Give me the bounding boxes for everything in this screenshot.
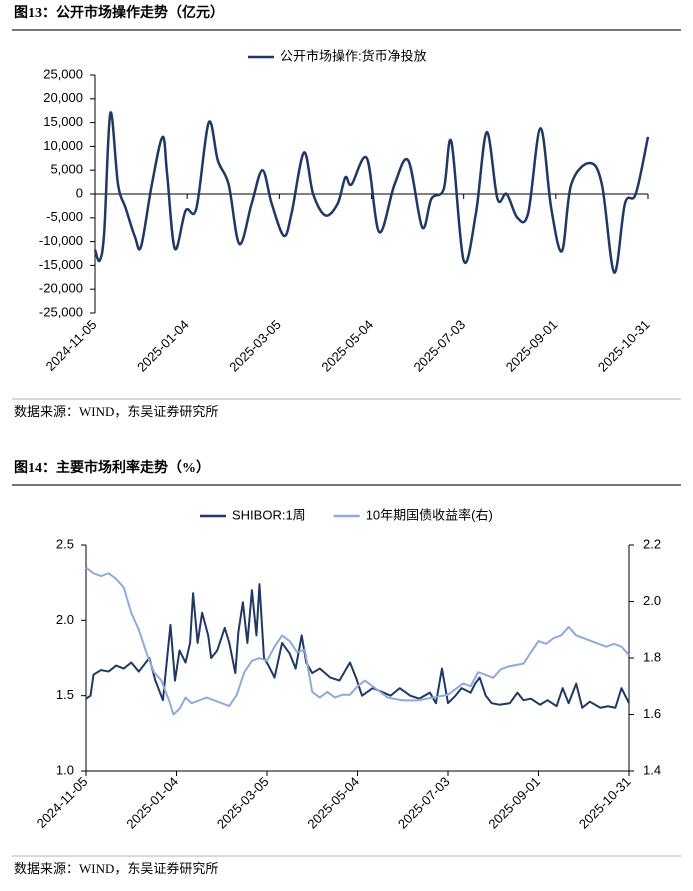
y-tick-label: -5,000 xyxy=(46,209,83,224)
figure-title: 图13：公开市场操作走势（亿元） xyxy=(14,4,224,21)
y-tick-label: 20,000 xyxy=(43,90,83,105)
y2-tick-label: 2.0 xyxy=(643,593,661,608)
y-tick-label: 15,000 xyxy=(43,114,83,129)
x-tick-label: 2025-03-05 xyxy=(226,317,284,375)
legend-label: 公开市场操作:货币净投放 xyxy=(280,48,427,63)
x-tick-label: 2025-10-31 xyxy=(576,774,634,832)
x-tick-label: 2024-11-05 xyxy=(34,774,91,831)
y2-tick-label: 1.6 xyxy=(643,706,661,721)
y-tick-label: 2.5 xyxy=(56,536,74,551)
x-tick-label: 2025-01-04 xyxy=(134,317,192,375)
series-line xyxy=(85,583,630,709)
y-tick-label: 1.5 xyxy=(56,687,74,702)
source-note: 数据来源：WIND，东吴证券研究所 xyxy=(14,404,218,419)
y-tick-label: -25,000 xyxy=(39,304,83,319)
x-tick-label: 2025-05-04 xyxy=(304,774,362,832)
y-tick-label: -10,000 xyxy=(39,233,83,248)
y-tick-label: 5,000 xyxy=(50,162,83,177)
x-tick-label: 2025-01-04 xyxy=(123,774,181,832)
legend-label: 10年期国债收益率(右) xyxy=(366,507,493,522)
figure-title: 图14：主要市场利率走势（%） xyxy=(14,459,210,476)
y-tick-label: -20,000 xyxy=(39,281,83,296)
y-tick-label: 25,000 xyxy=(43,66,83,81)
x-tick-label: 2025-09-01 xyxy=(485,774,543,832)
y-tick-label: 0 xyxy=(76,185,83,200)
x-tick-label: 2025-10-31 xyxy=(595,317,653,375)
series-line xyxy=(85,566,630,716)
y-tick-label: 2.0 xyxy=(56,612,74,627)
y2-tick-label: 1.8 xyxy=(643,649,661,664)
y-tick-label: 10,000 xyxy=(43,138,83,153)
y-tick-label: -15,000 xyxy=(39,257,83,272)
series-line xyxy=(93,111,650,274)
x-tick-label: 2025-07-03 xyxy=(411,317,469,375)
y2-tick-label: 1.4 xyxy=(643,762,661,777)
x-tick-label: 2025-03-05 xyxy=(214,774,272,832)
x-tick-label: 2025-09-01 xyxy=(503,317,561,375)
x-tick-label: 2025-05-04 xyxy=(318,317,376,375)
legend-label: SHIBOR:1周 xyxy=(232,507,306,522)
source-note: 数据来源：WIND，东吴证券研究所 xyxy=(14,861,218,876)
x-tick-label: 2025-07-03 xyxy=(395,774,453,832)
x-tick-label: 2024-11-05 xyxy=(43,317,100,374)
y-tick-label: 1.0 xyxy=(56,762,74,777)
y2-tick-label: 2.2 xyxy=(643,536,661,551)
